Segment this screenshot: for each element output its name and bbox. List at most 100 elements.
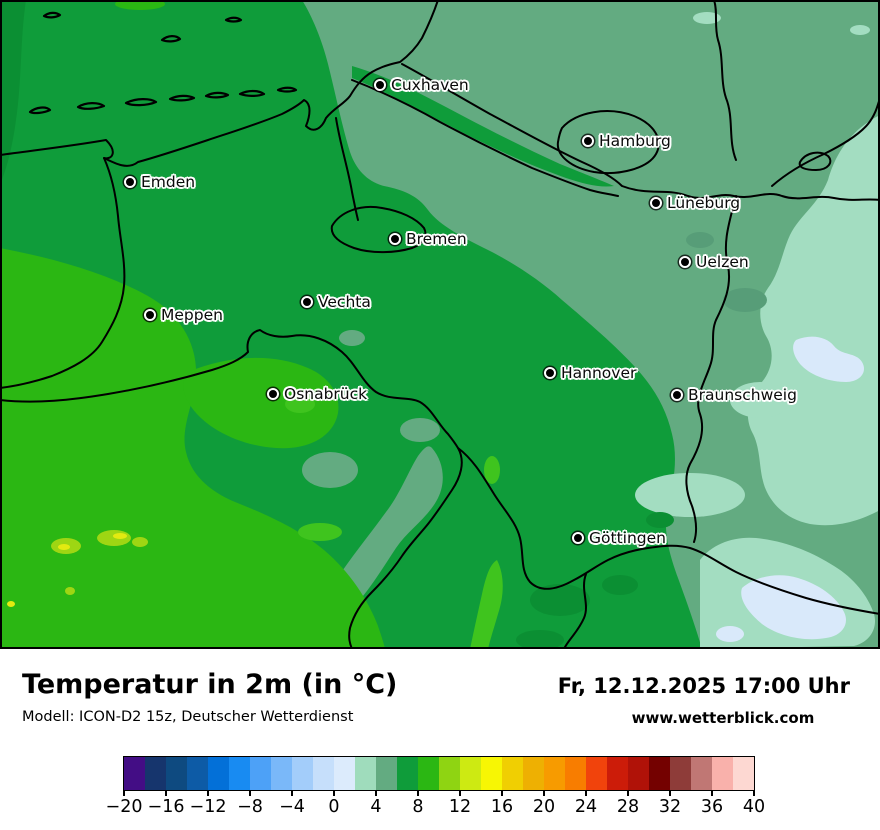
legend-segment-20 [544, 757, 565, 790]
city-label: Vechta [318, 293, 371, 311]
legend-tick-label: −4 [279, 797, 305, 817]
legend-tick-label: 28 [616, 797, 640, 817]
weather-map: Cuxhaven Hamburg Emden Lüneburg Bremen Uelzen… [0, 0, 880, 649]
legend-segment-16 [460, 757, 481, 790]
city-dot [389, 233, 401, 245]
hamburg-city-boundary [556, 110, 660, 174]
border-south [457, 447, 880, 615]
elbe-south-bank [351, 79, 619, 197]
legend-segment-7 [271, 757, 292, 790]
legend-tick [123, 790, 125, 796]
legend-tick-label: 40 [742, 797, 766, 817]
website-url: www.wetterblick.com [631, 709, 815, 727]
east-frisian-islands [28, 11, 298, 115]
temperature-legend-bar [123, 756, 755, 791]
legend-segment-29 [733, 757, 754, 790]
border-goettingen-south [563, 573, 587, 649]
city-dot [582, 135, 594, 147]
city-label: Bremen [406, 230, 467, 248]
border-nrw [0, 329, 463, 649]
legend-tick [585, 790, 587, 796]
city-marker-cuxhaven: Cuxhaven [374, 76, 469, 94]
legend-tick-label: 16 [490, 797, 514, 817]
legend-segment-21 [565, 757, 586, 790]
legend-tick-label: 24 [574, 797, 598, 817]
legend-segment-22 [586, 757, 607, 790]
city-label: Hamburg [599, 132, 671, 150]
legend-tick-label: 20 [532, 797, 556, 817]
legend-tick [417, 790, 419, 796]
legend-tick-label: −20 [105, 797, 143, 817]
city-marker-hannover: Hannover [544, 364, 636, 382]
legend-tick [543, 790, 545, 796]
border-netherlands [0, 157, 126, 389]
weser-river [335, 117, 359, 221]
map-frame [0, 0, 880, 649]
legend-tick [375, 790, 377, 796]
city-dot [572, 532, 584, 544]
legend-segment-4 [208, 757, 229, 790]
legend-segment-23 [607, 757, 628, 790]
legend-segment-1 [145, 757, 166, 790]
legend-segment-2 [166, 757, 187, 790]
legend-segment-25 [649, 757, 670, 790]
legend-segment-8 [292, 757, 313, 790]
city-label: Uelzen [696, 253, 749, 271]
city-label: Hannover [561, 364, 637, 382]
city-dot [301, 296, 313, 308]
city-marker-osnabrck: Osnabrück [267, 385, 367, 403]
legend-segment-11 [355, 757, 376, 790]
city-marker-uelzen: Uelzen [679, 253, 749, 271]
city-dot [374, 79, 386, 91]
legend-tick-label: −16 [147, 797, 185, 817]
legend-tick-label: 32 [658, 797, 682, 817]
city-label: Osnabrück [284, 385, 368, 403]
city-dot [671, 389, 683, 401]
legend-segment-17 [481, 757, 502, 790]
legend-tick-label: −12 [189, 797, 227, 817]
legend-segment-5 [229, 757, 250, 790]
model-info: Modell: ICON-D2 15z, Deutscher Wetterdie… [22, 709, 354, 725]
legend-segment-27 [691, 757, 712, 790]
city-marker-lneburg: Lüneburg [650, 194, 740, 212]
legend-segment-3 [187, 757, 208, 790]
legend-segment-15 [439, 757, 460, 790]
page-title: Temperatur in 2m (in °C) [22, 669, 398, 700]
city-label: Meppen [161, 306, 223, 324]
city-dot [650, 197, 662, 209]
border-mecklenburg-ne [771, 97, 880, 187]
city-dot [144, 309, 156, 321]
city-marker-bremen: Bremen [389, 230, 467, 248]
legend-segment-18 [502, 757, 523, 790]
legend-segment-28 [712, 757, 733, 790]
lake-boundary [798, 151, 832, 171]
legend-tick [249, 790, 251, 796]
legend-segment-14 [418, 757, 439, 790]
bremen-city-boundary [330, 206, 427, 254]
legend-segment-24 [628, 757, 649, 790]
border-saxony-anhalt [685, 195, 737, 543]
legend-tick [207, 790, 209, 796]
legend-segment-12 [376, 757, 397, 790]
legend-segment-0 [124, 757, 145, 790]
temperature-field [0, 0, 880, 649]
legend-tick-label: 12 [448, 797, 472, 817]
legend-tick [753, 790, 755, 796]
city-label: Göttingen [589, 529, 666, 547]
city-dot [267, 388, 279, 400]
legend-tick [627, 790, 629, 796]
legend-tick [333, 790, 335, 796]
city-label: Emden [141, 173, 196, 191]
city-marker-braunschweig: Braunschweig [671, 386, 797, 404]
legend-tick-label: 8 [412, 797, 424, 817]
legend-tick [711, 790, 713, 796]
legend-segment-13 [397, 757, 418, 790]
legend-tick-label: −8 [237, 797, 263, 817]
legend-tick [165, 790, 167, 796]
legend-tick [459, 790, 461, 796]
city-dot [679, 256, 691, 268]
legend-segment-6 [250, 757, 271, 790]
legend-tick-label: 36 [700, 797, 724, 817]
legend-tick-label: 4 [370, 797, 382, 817]
city-label: Cuxhaven [391, 76, 469, 94]
